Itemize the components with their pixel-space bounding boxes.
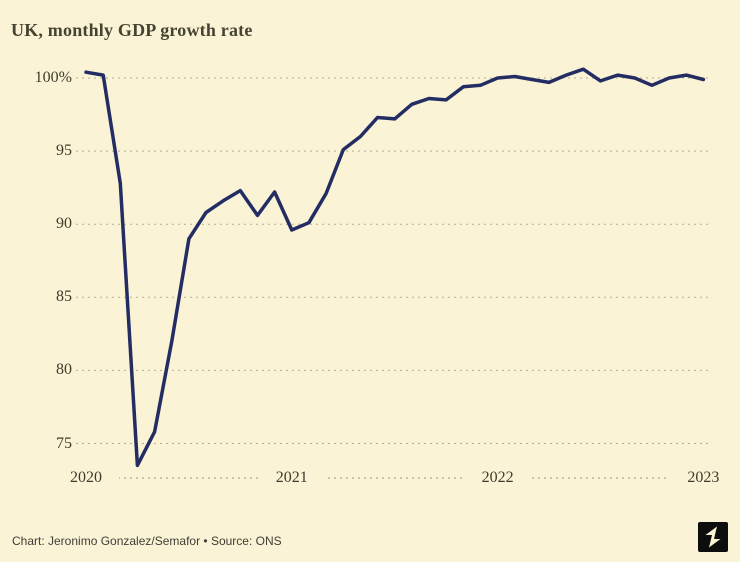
semafor-logo-icon — [698, 522, 728, 552]
chart-credit: Chart: Jeronimo Gonzalez/Semafor • Sourc… — [12, 534, 282, 548]
chart-title: UK, monthly GDP growth rate — [11, 20, 253, 40]
gdp-series-line — [84, 67, 706, 468]
